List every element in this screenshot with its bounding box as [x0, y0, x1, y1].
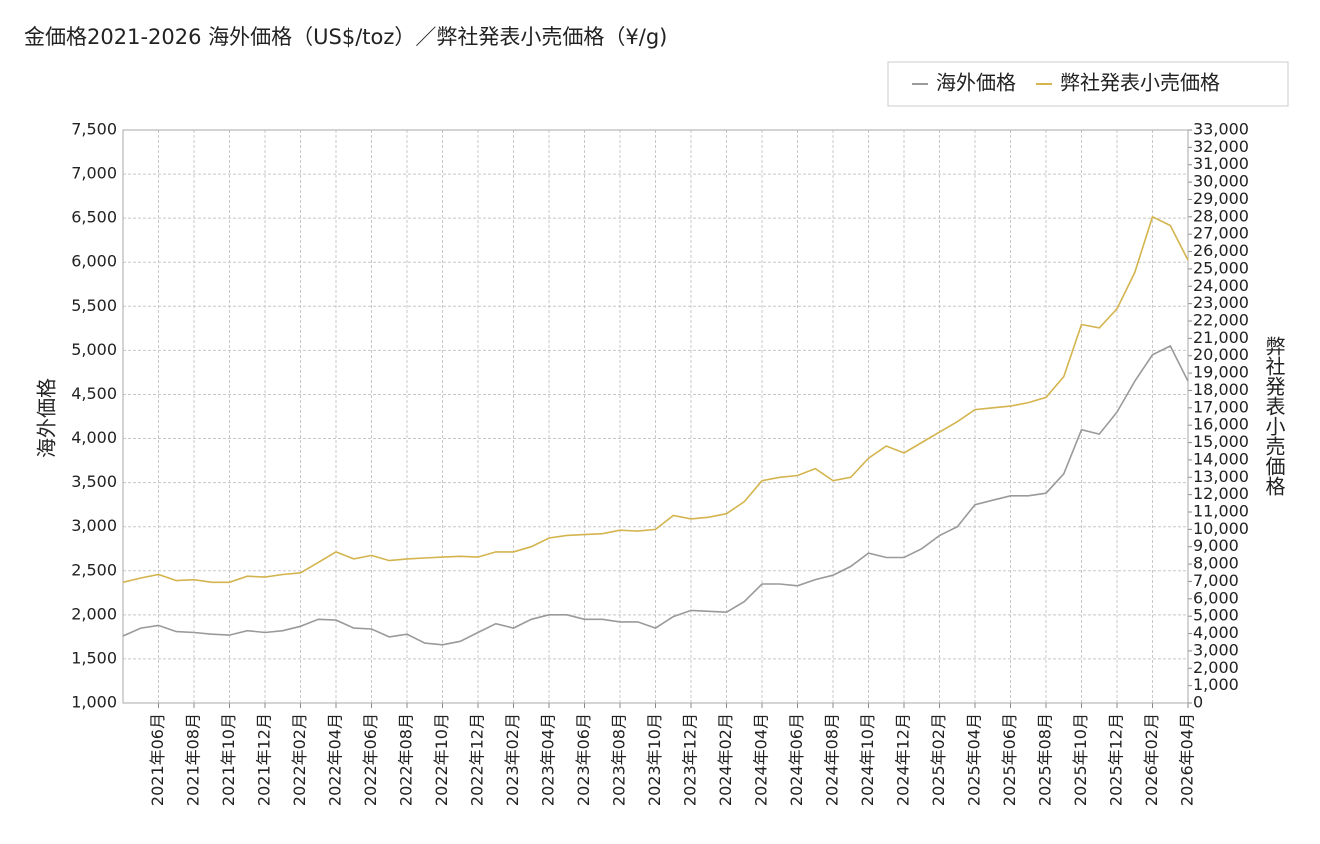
x-tick-label: 2023年08月 [610, 713, 629, 806]
y2-tick-label: 13,000 [1193, 467, 1249, 486]
y2-tick-label: 31,000 [1193, 154, 1249, 173]
y2-tick-label: 25,000 [1193, 258, 1249, 277]
y2-tick-label: 19,000 [1193, 363, 1249, 382]
x-tick-label: 2022年08月 [397, 713, 416, 806]
x-tick-label: 2023年10月 [645, 713, 664, 806]
y2-tick-label: 12,000 [1193, 484, 1249, 503]
x-tick-label: 2023年04月 [539, 713, 558, 806]
x-tick-label: 2024年04月 [752, 713, 771, 806]
y2-tick-label: 7,000 [1193, 571, 1239, 590]
y2-tick-label: 9,000 [1193, 536, 1239, 555]
y-tick-label: 6,500 [71, 208, 117, 227]
x-tick-label: 2024年08月 [823, 713, 842, 806]
y2-tick-label: 0 [1193, 693, 1203, 712]
x-tick-label: 2024年02月 [716, 713, 735, 806]
y2-tick-label: 15,000 [1193, 432, 1249, 451]
y2-tick-label: 23,000 [1193, 293, 1249, 312]
x-tick-label: 2025年06月 [1000, 713, 1019, 806]
y-tick-label: 1,500 [71, 648, 117, 667]
y2-tick-label: 1,000 [1193, 675, 1239, 694]
y2-tick-label: 29,000 [1193, 189, 1249, 208]
x-tick-label: 2025年10月 [1071, 713, 1090, 806]
y-tick-label: 6,000 [71, 252, 117, 271]
x-tick-label: 2023年06月 [574, 713, 593, 806]
y-axis-label: 海外価格 [35, 378, 59, 458]
y2-tick-label: 14,000 [1193, 449, 1249, 468]
y2-tick-label: 21,000 [1193, 328, 1249, 347]
x-tick-label: 2021年10月 [219, 713, 238, 806]
y2-tick-label: 33,000 [1193, 120, 1249, 139]
y2-tick-label: 4,000 [1193, 623, 1239, 642]
y2-tick-label: 11,000 [1193, 502, 1249, 521]
series-line [122, 344, 1189, 646]
x-tick-label: 2025年08月 [1036, 713, 1055, 806]
x-tick-label: 2025年04月 [965, 713, 984, 806]
y-tick-label: 5,500 [71, 296, 117, 315]
legend-label: 弊社発表小売価格 [1060, 71, 1220, 95]
y2-tick-label: 30,000 [1193, 172, 1249, 191]
y2-tick-label: 10,000 [1193, 519, 1249, 538]
y2-tick-label: 22,000 [1193, 311, 1249, 330]
x-tick-label: 2021年12月 [255, 713, 274, 806]
y-tick-label: 7,500 [71, 120, 117, 139]
x-tick-label: 2022年04月 [326, 713, 345, 806]
series-line [122, 215, 1189, 584]
x-tick-label: 2022年02月 [290, 713, 309, 806]
y-tick-label: 3,500 [71, 472, 117, 491]
x-tick-label: 2024年10月 [858, 713, 877, 806]
y2-tick-label: 32,000 [1193, 137, 1249, 156]
y2-tick-label: 26,000 [1193, 241, 1249, 260]
y-tick-label: 4,500 [71, 384, 117, 403]
y2-tick-label: 18,000 [1193, 380, 1249, 399]
y2-tick-label: 27,000 [1193, 224, 1249, 243]
y2-tick-label: 24,000 [1193, 276, 1249, 295]
x-tick-label: 2021年08月 [184, 713, 203, 806]
y-tick-label: 7,000 [71, 164, 117, 183]
x-tick-label: 2026年04月 [1178, 713, 1197, 806]
y-tick-label: 1,000 [71, 693, 117, 712]
x-tick-label: 2025年12月 [1107, 713, 1126, 806]
x-tick-label: 2022年06月 [361, 713, 380, 806]
x-tick-label: 2021年06月 [148, 713, 167, 806]
y2-tick-label: 2,000 [1193, 658, 1239, 677]
legend-box [887, 61, 1289, 107]
legend-label: 海外価格 [936, 71, 1016, 95]
x-tick-label: 2025年02月 [929, 713, 948, 806]
y2-tick-label: 17,000 [1193, 397, 1249, 416]
y2-tick-label: 5,000 [1193, 606, 1239, 625]
x-tick-label: 2023年02月 [503, 713, 522, 806]
y2-tick-label: 3,000 [1193, 640, 1239, 659]
y-tick-label: 4,000 [71, 428, 117, 447]
chart-title: 金価格2021-2026 海外価格（US$/toz）／弊社発表小売価格（¥/g) [24, 25, 667, 49]
y-tick-label: 3,000 [71, 516, 117, 535]
plot-frame [122, 129, 1189, 704]
x-tick-label: 2026年02月 [1142, 713, 1161, 806]
y2-tick-label: 28,000 [1193, 206, 1249, 225]
y-tick-label: 5,000 [71, 340, 117, 359]
x-tick-label: 2024年12月 [894, 713, 913, 806]
y2-tick-label: 6,000 [1193, 588, 1239, 607]
y2-tick-label: 16,000 [1193, 415, 1249, 434]
y2-tick-label: 8,000 [1193, 554, 1239, 573]
y2-tick-label: 20,000 [1193, 345, 1249, 364]
y-tick-label: 2,000 [71, 604, 117, 623]
x-tick-label: 2024年06月 [787, 713, 806, 806]
y2-axis-label: 弊社発表小売価格 [1262, 336, 1286, 496]
x-tick-label: 2022年12月 [468, 713, 487, 806]
x-tick-label: 2023年12月 [681, 713, 700, 806]
y-tick-label: 2,500 [71, 560, 117, 579]
x-tick-label: 2022年10月 [432, 713, 451, 806]
